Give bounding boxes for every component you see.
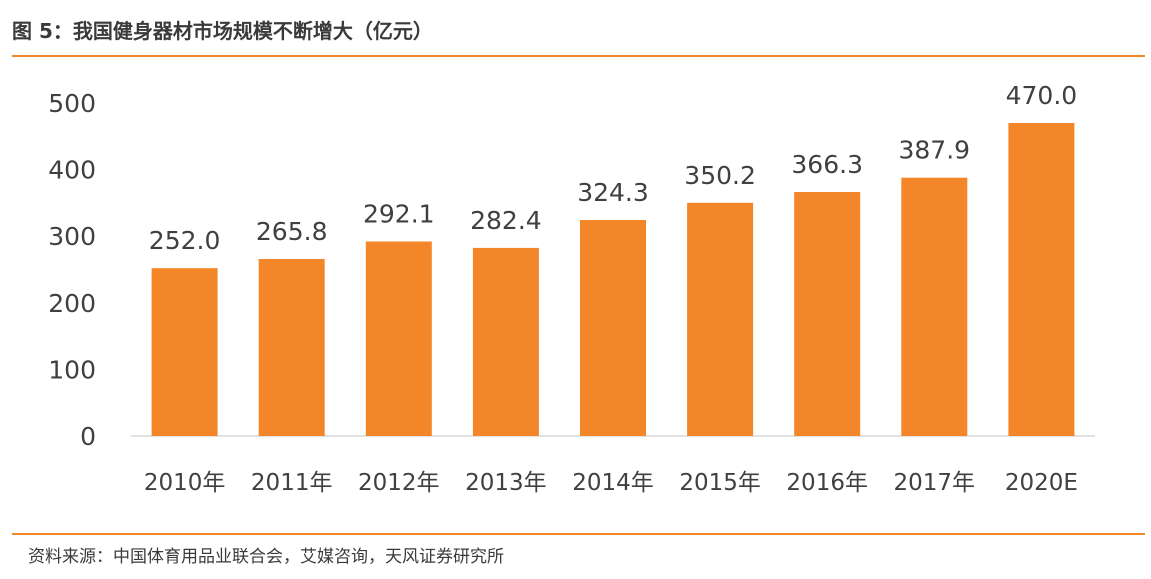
data-label: 252.0 (149, 226, 221, 255)
top-divider (12, 55, 1145, 57)
figure-title: 图 5：我国健身器材市场规模不断增大（亿元） (12, 19, 433, 43)
bar (1008, 123, 1075, 436)
data-label: 366.3 (791, 150, 863, 179)
data-label: 324.3 (577, 178, 649, 207)
x-tick-label: 2017年 (894, 470, 976, 496)
bar (151, 268, 218, 436)
bar (794, 192, 861, 436)
source-note: 资料来源：中国体育用品业联合会，艾媒咨询，天风证券研究所 (28, 547, 504, 567)
data-label: 265.8 (256, 217, 328, 246)
y-tick-label: 0 (80, 422, 96, 451)
x-tick-label: 2011年 (251, 470, 333, 496)
x-axis-ticks: 2010年 2011年 2012年 2013年 2014年 2015年 2016年 2017年… (144, 470, 1078, 496)
x-tick-label: 2020E (1005, 470, 1078, 496)
y-axis-ticks: 0 100 200 300 400 500 (48, 89, 96, 451)
x-tick-label: 2014年 (572, 470, 654, 496)
data-labels: 252.0 265.8 292.1 282.4 324.3 350.2 366.3 387.9… (149, 81, 1077, 255)
data-label: 387.9 (899, 136, 971, 165)
y-tick-label: 300 (48, 222, 96, 251)
y-tick-label: 400 (48, 156, 96, 185)
data-label: 350.2 (684, 161, 756, 190)
data-label: 470.0 (1006, 81, 1078, 110)
bar-chart: 0 100 200 300 400 500 252.0 265.8 292.1 282.4 324… (48, 81, 1095, 496)
y-tick-label: 100 (48, 355, 96, 384)
bar (687, 202, 754, 436)
data-label: 282.4 (470, 206, 542, 235)
bar (901, 177, 968, 436)
x-tick-label: 2012年 (358, 470, 440, 496)
data-label: 292.1 (363, 200, 435, 229)
y-tick-label: 500 (48, 89, 96, 118)
bar (365, 241, 432, 436)
y-tick-label: 200 (48, 289, 96, 318)
x-tick-label: 2010年 (144, 470, 226, 496)
bar-series (151, 123, 1075, 436)
x-tick-label: 2013年 (465, 470, 547, 496)
bar (472, 247, 539, 436)
x-tick-label: 2016年 (786, 470, 868, 496)
x-tick-label: 2015年 (679, 470, 761, 496)
bar (580, 220, 646, 436)
bottom-divider (12, 533, 1145, 535)
bar (258, 259, 325, 436)
